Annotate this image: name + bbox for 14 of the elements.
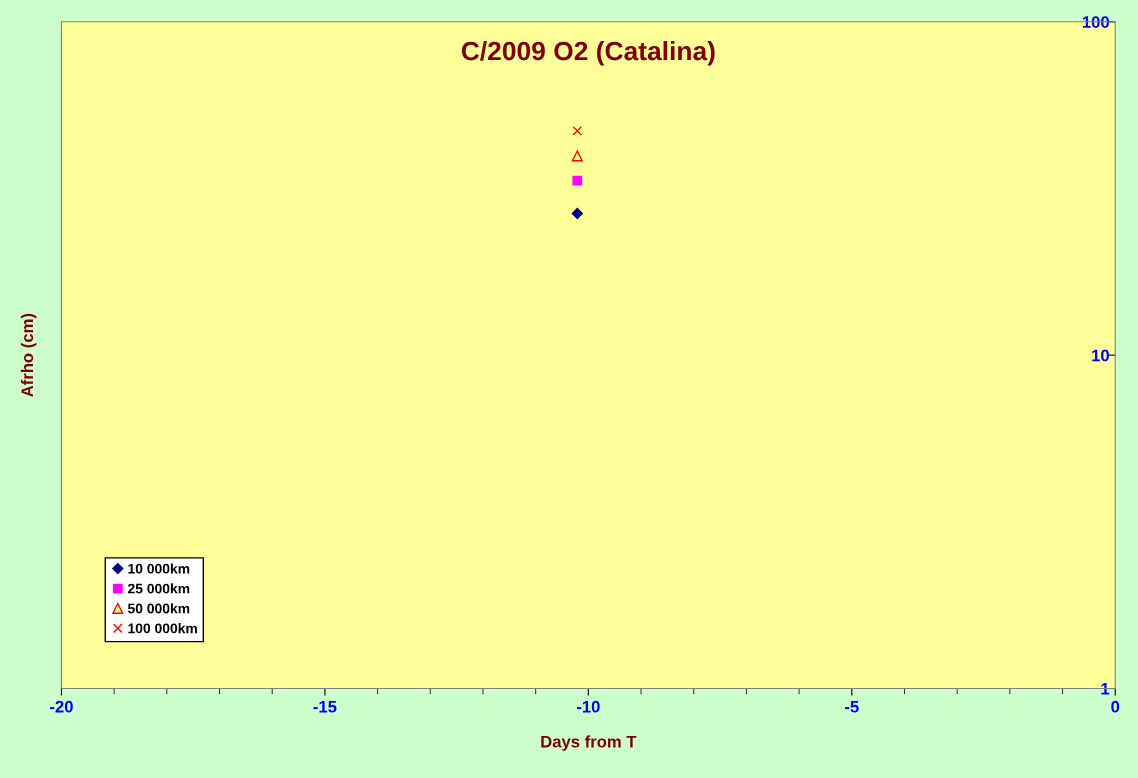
y-tick-label: 10 (1092, 349, 1109, 362)
x-tick-label: 0 (1111, 700, 1120, 713)
legend-label: 50 000km (127, 603, 190, 614)
x-tick-label: -5 (845, 700, 859, 713)
legend-label: 100 000km (128, 623, 197, 634)
legend-label: 10 000km (128, 563, 190, 574)
x-axis-title: Days from T (541, 735, 637, 751)
y-axis-title: Afrho (cm) (20, 313, 37, 397)
x-tick-label: -20 (50, 700, 73, 713)
x-tick-label: -15 (313, 700, 337, 713)
text: C/2009 O2 (Catalina) (461, 41, 715, 66)
legend-label: 25 000km (127, 583, 190, 594)
x-tick-label: -10 (576, 700, 600, 713)
y-tick-label: 100 (1082, 16, 1109, 28)
